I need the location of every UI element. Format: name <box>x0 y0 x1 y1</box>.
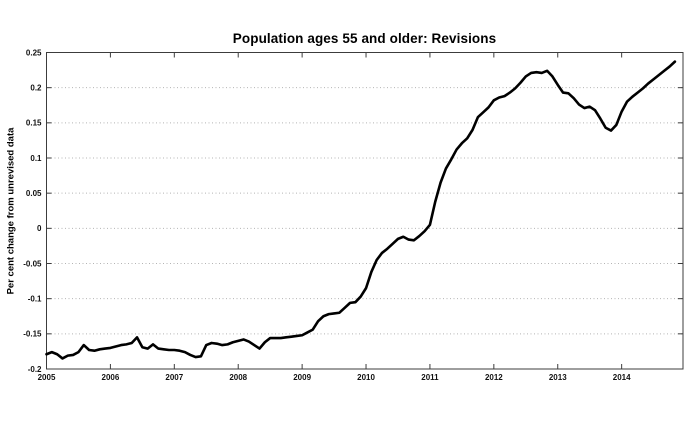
x-tick-label: 2006 <box>102 373 120 382</box>
x-tick-label: 2012 <box>485 373 503 382</box>
x-tick-label: 2014 <box>613 373 631 382</box>
data-line-revisions <box>45 60 677 360</box>
y-tick-label: 0.15 <box>26 119 42 128</box>
chart-title: Population ages 55 and older: Revisions <box>232 31 497 46</box>
y-tick-label: -0.15 <box>23 330 42 339</box>
x-tick-label: 2008 <box>229 373 247 382</box>
x-tick-label: 2013 <box>549 373 567 382</box>
y-tick-label: 0.05 <box>26 189 42 198</box>
y-tick-label: -0.1 <box>28 294 42 303</box>
y-tick-label: 0.1 <box>30 154 42 163</box>
y-tick-label: -0.2 <box>28 365 42 374</box>
y-tick-label: 0.25 <box>26 48 42 57</box>
x-tick-label: 2010 <box>357 373 375 382</box>
x-tick-label: 2011 <box>421 373 439 382</box>
x-tick-label: 2009 <box>293 373 311 382</box>
y-tick-label: 0 <box>37 224 42 233</box>
y-tick-label: -0.05 <box>23 259 42 268</box>
y-tick-label: 0.2 <box>30 83 42 92</box>
x-tick-label: 2007 <box>165 373 183 382</box>
x-tick-label: 2005 <box>38 373 56 382</box>
axis-box <box>46 52 684 370</box>
